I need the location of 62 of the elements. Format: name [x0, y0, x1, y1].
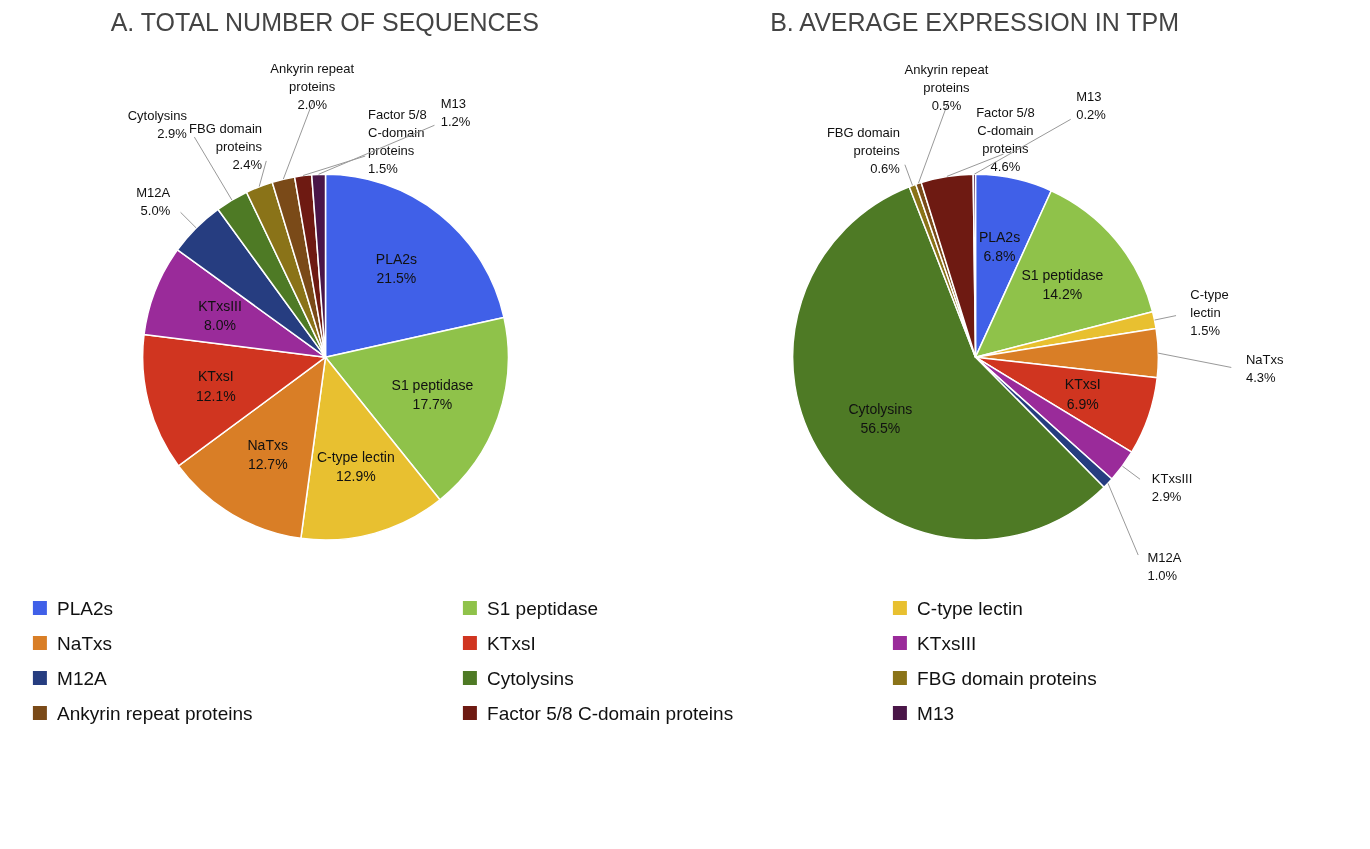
- data-label: 12.9%: [335, 468, 376, 485]
- data-label: 2.0%: [297, 97, 328, 113]
- data-label: 2.9%: [1151, 489, 1182, 505]
- legend-label: M13: [917, 702, 955, 724]
- data-label: 17.7%: [412, 396, 453, 413]
- slice-label: Ankyrin repeat proteins: [904, 62, 989, 96]
- slice-label: KTxsI: [197, 368, 234, 385]
- slice-label: KTxsIII: [1151, 471, 1193, 487]
- slice-label: S1 peptidase: [391, 377, 474, 394]
- legend-label: FBG domain proteins: [917, 667, 1097, 689]
- data-label: 56.5%: [860, 420, 901, 437]
- chart-title: A. TOTAL NUMBER OF SEQUENCES: [110, 7, 539, 36]
- data-label: 6.8%: [983, 247, 1016, 264]
- legend-label: Factor 5/8 C-domain proteins: [487, 702, 734, 724]
- data-label: 5.0%: [140, 203, 171, 219]
- slice-label: M12A: [136, 185, 171, 201]
- data-label: 4.6%: [990, 159, 1021, 175]
- slice-label: NaTxs: [1245, 351, 1284, 367]
- legend-label: KTxsIII: [917, 632, 977, 654]
- slice-label: S1 peptidase: [1021, 266, 1104, 283]
- slice-label: PLA2s: [978, 228, 1021, 245]
- data-label: 12.7%: [247, 456, 288, 473]
- slice-label: FBG domain proteins: [826, 125, 901, 159]
- slice-label: M13: [440, 95, 466, 111]
- slice-label: Factor 5/8 C-domain proteins: [976, 105, 1035, 157]
- data-label: 1.2%: [440, 113, 471, 129]
- category-label: Factor 5/8 C-domain proteins: [368, 107, 427, 159]
- data-label: 14.2%: [1042, 285, 1083, 302]
- data-label: 2.4%: [232, 157, 263, 173]
- slice-label: M12A: [1147, 549, 1182, 565]
- data-label: 1.0%: [1147, 567, 1178, 583]
- slice-label: KTxsI: [1064, 376, 1101, 393]
- slice-label: M13: [1076, 89, 1102, 105]
- slice-label: Cytolysins: [127, 108, 188, 123]
- data-label: 12.1%: [195, 387, 236, 404]
- legend-label: KTxsI: [487, 632, 536, 654]
- legend-label: Cytolysins: [487, 667, 574, 689]
- data-label: 0.5%: [931, 98, 962, 114]
- legend-label: M12A: [57, 667, 108, 689]
- chart-title: B. AVERAGE EXPRESSION IN TPM: [770, 7, 1180, 36]
- legend-label: Ankyrin repeat proteins: [57, 702, 253, 724]
- category-label: Ankyrin repeat proteins: [270, 61, 355, 95]
- data-label: 0.6%: [870, 161, 901, 177]
- data-label: 1.5%: [1190, 323, 1221, 339]
- data-label: 1.5%: [368, 161, 399, 177]
- data-label: 8.0%: [204, 317, 237, 334]
- data-label: 4.3%: [1245, 369, 1276, 385]
- slice-label: C-type lectin: [316, 448, 395, 465]
- slice-label: PLA2s: [375, 251, 418, 268]
- legend-label: PLA2s: [57, 597, 114, 619]
- slice-label: KTxsIII: [198, 297, 242, 314]
- data-label: 21.5%: [376, 270, 417, 287]
- slice-label: NaTxs: [247, 437, 288, 454]
- legend-label: NaTxs: [57, 632, 113, 654]
- data-label: 2.9%: [157, 126, 188, 141]
- legend-label: C-type lectin: [917, 597, 1023, 619]
- data-label: 0.2%: [1076, 107, 1107, 123]
- data-label: 6.9%: [1066, 395, 1099, 412]
- category-label: FBG domain proteins: [189, 121, 263, 155]
- legend-label: S1 peptidase: [487, 597, 599, 619]
- slice-label: Cytolysins: [848, 401, 913, 418]
- slice-label: C-type lectin: [1190, 287, 1229, 321]
